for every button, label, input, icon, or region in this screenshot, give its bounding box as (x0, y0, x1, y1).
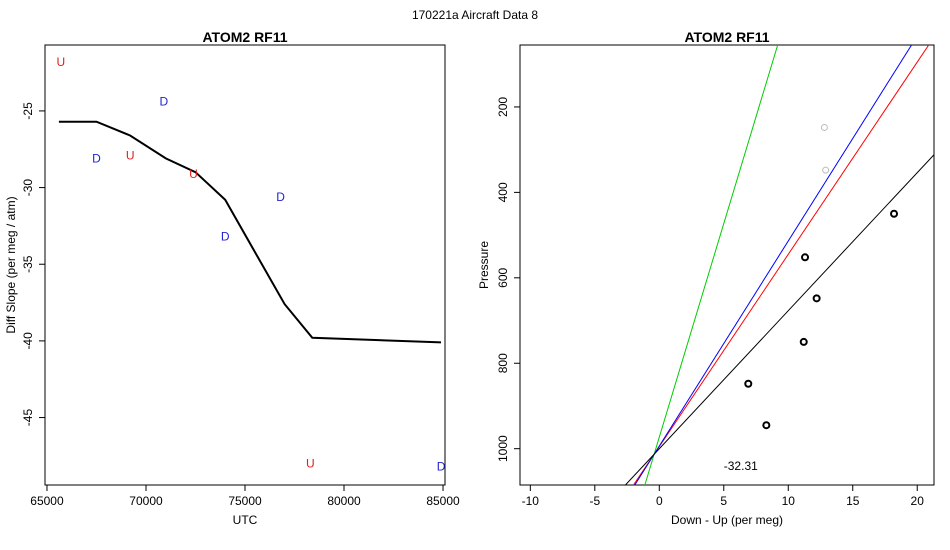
gray-data-point (820, 123, 828, 131)
down-marker: D (92, 151, 101, 165)
data-point (762, 421, 771, 430)
up-marker: U (57, 55, 66, 69)
down-marker: D (221, 230, 230, 244)
x-tick-label: 65000 (30, 494, 64, 508)
fit-line (634, 45, 913, 485)
y-tick-label: -40 (21, 332, 35, 350)
x-tick-label: 5 (720, 494, 727, 508)
y-tick-label: 800 (496, 353, 510, 373)
right-x-axis-label: Down - Up (per meg) (671, 513, 783, 527)
data-point (801, 253, 810, 262)
x-tick-label: 20 (911, 494, 925, 508)
y-tick-label: -35 (21, 255, 35, 273)
up-marker: U (126, 148, 135, 162)
left-chart-title: ATOM2 RF11 (202, 29, 287, 45)
right-panel: ATOM2 RF11 -10 -5 0 5 10 15 20 200 400 600 800 1000… (477, 29, 935, 527)
left-x-axis-label: UTC (233, 513, 258, 527)
x-tick-label: 75000 (228, 494, 262, 508)
x-tick-label: 15 (846, 494, 860, 508)
down-marker: D (276, 190, 285, 204)
y-tick-label: 600 (496, 267, 510, 287)
fit-line (644, 45, 779, 485)
data-point (744, 379, 753, 388)
y-tick-label: 1000 (496, 435, 510, 462)
left-panel: ATOM2 RF11 65000 70000 75000 80000 85000 -25 -… (4, 29, 460, 527)
down-marker: D (159, 95, 168, 109)
fit-line (624, 153, 934, 485)
data-point (890, 209, 899, 218)
fit-line (632, 45, 930, 485)
left-axis-ticks: 65000 70000 75000 80000 85000 -25 -30 -35 -40 -45 (21, 102, 460, 508)
down-marker: D (437, 460, 446, 474)
y-tick-label: -30 (21, 179, 35, 197)
y-tick-label: 400 (496, 182, 510, 202)
x-tick-label: 70000 (129, 494, 163, 508)
diff-slope-line (58, 120, 442, 344)
y-tick-label: -45 (21, 409, 35, 427)
right-y-axis-label: Pressure (477, 241, 491, 289)
up-marker: U (306, 457, 315, 471)
right-axis-ticks: -10 -5 0 5 10 15 20 200 400 600 800 1000 (496, 97, 924, 508)
x-tick-label: 85000 (426, 494, 460, 508)
x-tick-label: 80000 (327, 494, 361, 508)
right-data-layer (624, 45, 934, 485)
x-tick-label: -10 (522, 494, 540, 508)
data-point (812, 294, 821, 303)
left-plot-frame (44, 44, 446, 486)
data-point (799, 337, 808, 346)
x-tick-label: -5 (589, 494, 600, 508)
y-tick-label: 200 (496, 97, 510, 117)
y-tick-label: -25 (21, 102, 35, 120)
x-tick-label: 10 (782, 494, 796, 508)
up-marker: U (189, 167, 198, 181)
right-chart-title: ATOM2 RF11 (684, 29, 769, 45)
left-data-layer: U D D U U D D U D (57, 55, 446, 474)
x-tick-label: 0 (656, 494, 663, 508)
gray-data-point (822, 166, 830, 174)
right-plot-frame (519, 44, 935, 486)
slope-annotation: -32.31 (724, 459, 758, 473)
figure-suptitle: 170221a Aircraft Data 8 (412, 8, 538, 22)
left-y-axis-label: Diff Slope (per meg / atm) (4, 196, 18, 333)
